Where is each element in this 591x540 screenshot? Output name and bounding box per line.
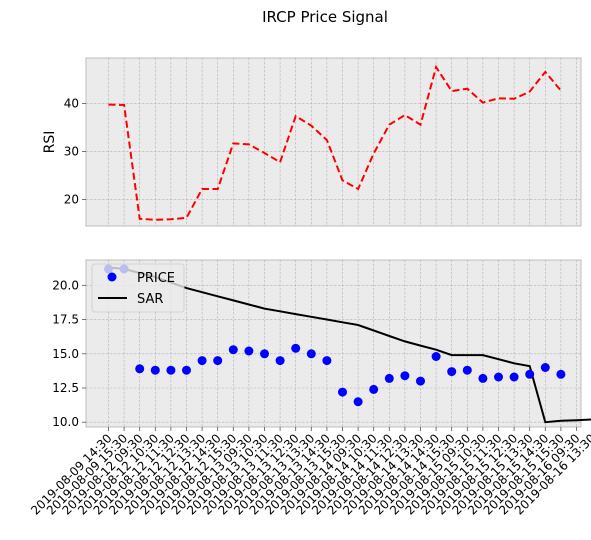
price-point: [353, 397, 363, 407]
price-y-tick-label: 20.0: [52, 278, 79, 292]
legend-price-marker: [107, 272, 117, 282]
price-point: [416, 376, 425, 386]
rsi-panel: 20 30 40 RSI: [42, 57, 582, 227]
rsi-y-tick-label: 20: [64, 193, 79, 207]
rsi-y-tick-label: 30: [64, 145, 79, 159]
legend-price-label: PRICE: [137, 271, 175, 286]
price-point: [166, 365, 176, 375]
price-point: [462, 365, 472, 375]
price-y-tick-label: 12.5: [52, 381, 79, 395]
price-point: [556, 369, 566, 379]
price-point: [275, 356, 285, 366]
rsi-axis-label: RSI: [42, 131, 58, 154]
price-point: [400, 371, 410, 381]
price-point: [197, 356, 207, 366]
price-point: [322, 356, 332, 366]
sar-series-line: [108, 266, 591, 424]
price-point: [244, 346, 254, 356]
chart-title: IRCP Price Signal: [262, 8, 388, 26]
price-point: [525, 369, 535, 379]
legend-sar-label: SAR: [137, 292, 163, 307]
price-y-tick-label: 17.5: [52, 313, 79, 327]
price-point: [150, 365, 160, 375]
price-point: [384, 373, 394, 383]
rsi-series-line: [108, 64, 562, 221]
legend: PRICE SAR: [91, 263, 185, 313]
price-point: [447, 367, 457, 377]
price-point: [213, 356, 223, 366]
price-y-tick-label: 10.0: [52, 415, 79, 429]
price-point: [431, 352, 441, 361]
price-point: [540, 363, 550, 372]
price-y-axis: 10.0 12.5 15.0 17.5 20.0: [52, 278, 86, 429]
price-point: [509, 372, 519, 382]
price-point: [369, 384, 379, 394]
price-point: [306, 349, 316, 359]
price-point: [182, 365, 191, 375]
price-point: [338, 387, 347, 397]
price-point: [494, 372, 503, 382]
price-point: [228, 345, 238, 355]
rsi-gridlines: [86, 58, 581, 226]
rsi-y-tick-label: 40: [64, 97, 79, 111]
price-point: [291, 343, 301, 353]
price-point: [135, 364, 145, 374]
price-y-tick-label: 15.0: [52, 347, 79, 361]
rsi-plot-area: [85, 57, 582, 227]
price-point: [478, 373, 488, 383]
rsi-y-axis: 20 30 40: [64, 97, 86, 207]
price-point: [260, 349, 269, 359]
price-panel: 10.0 12.5 15.0 17.5 20.0 2019-08-09 14:30201…: [28, 259, 591, 518]
